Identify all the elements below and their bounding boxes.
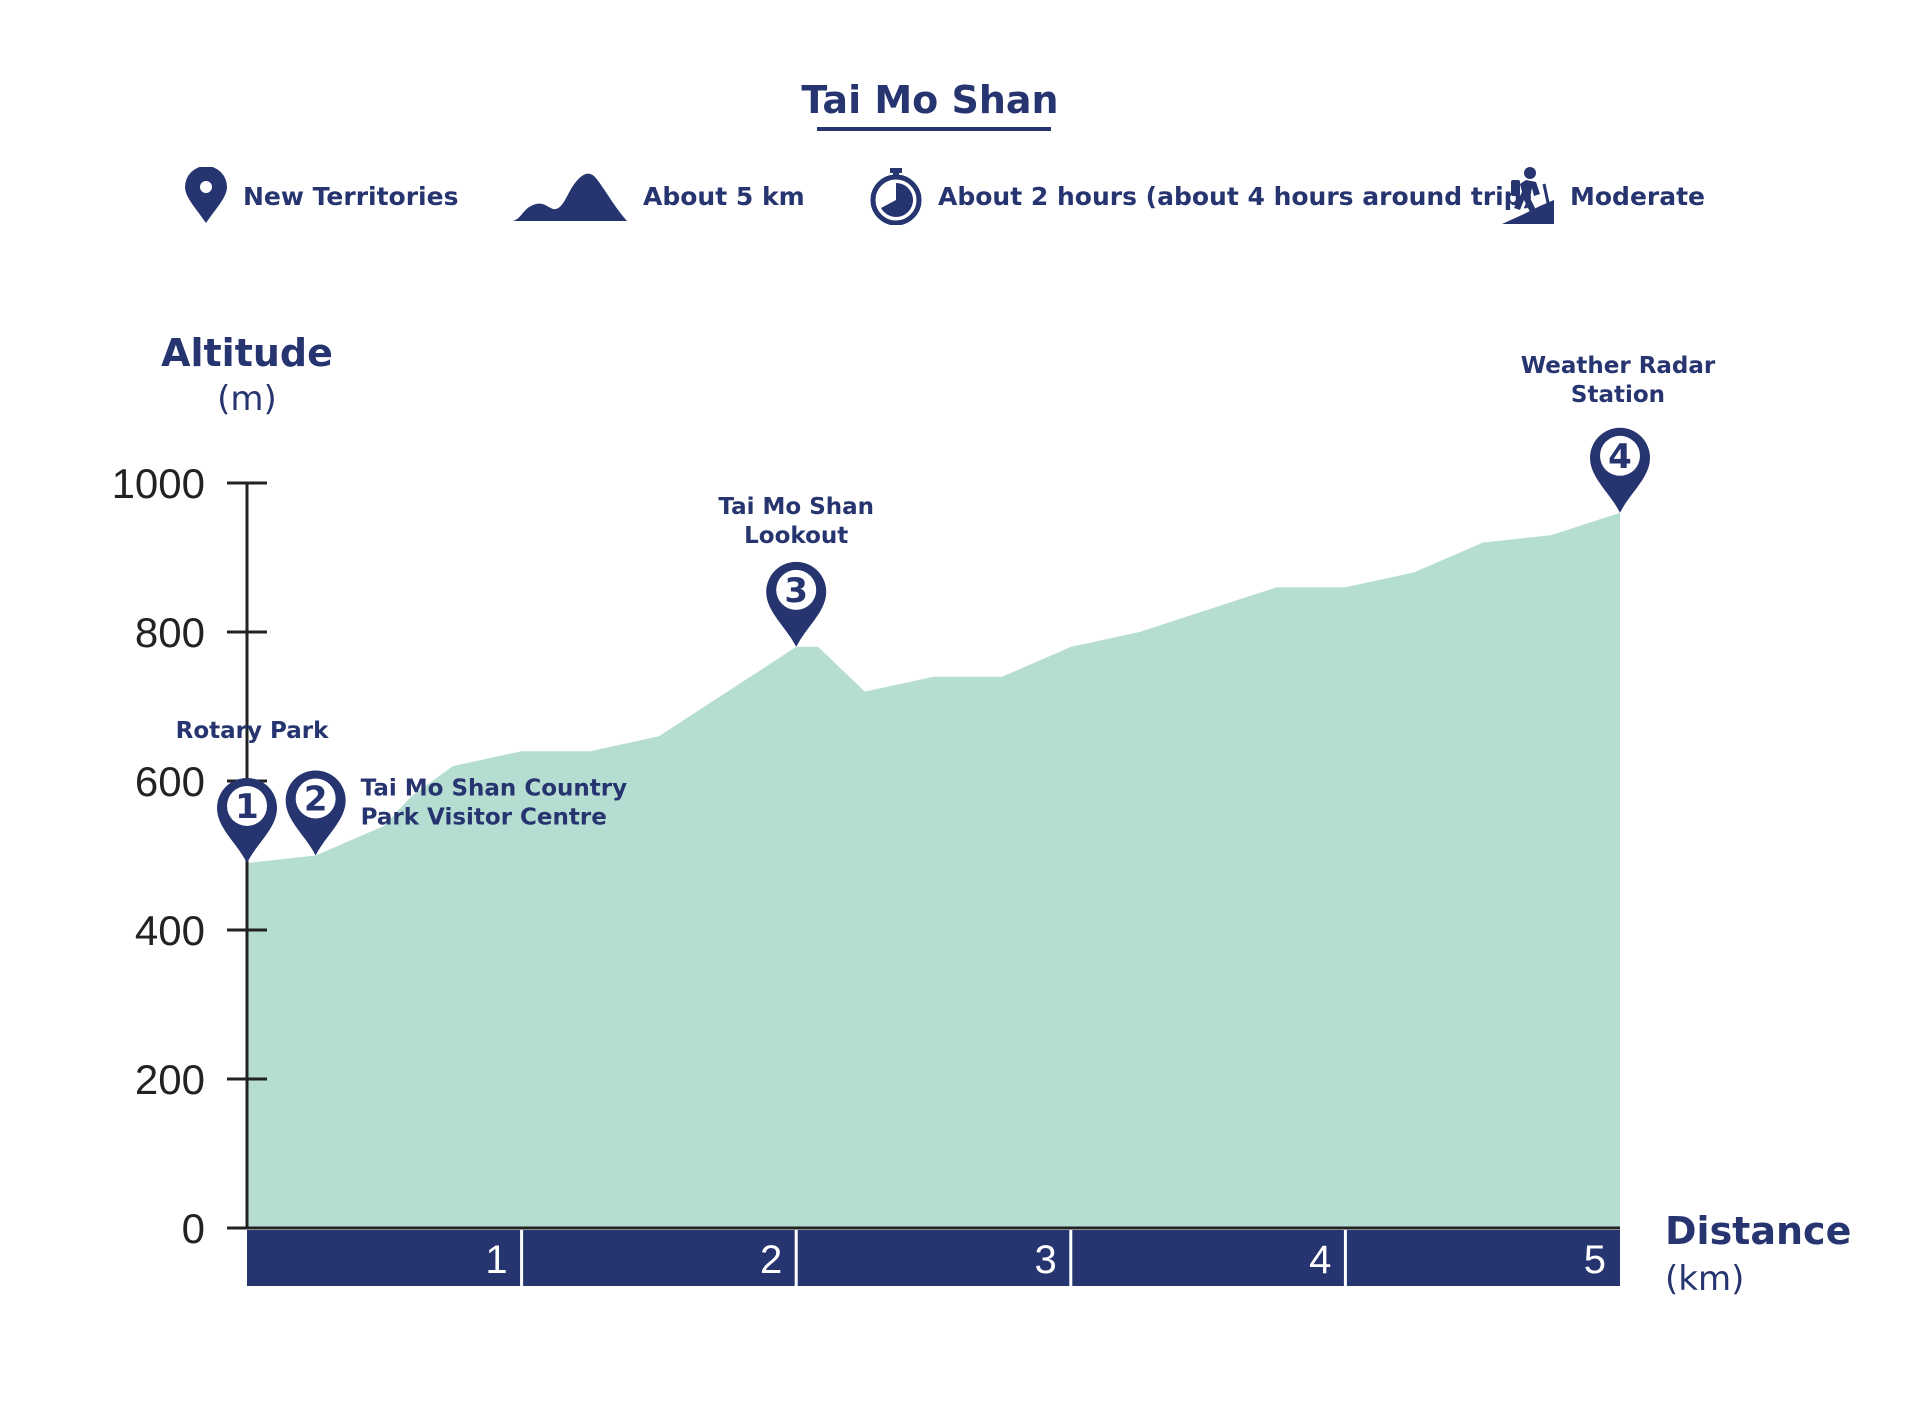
page-title: Tai Mo Shan <box>801 78 1059 122</box>
mountain-icon <box>513 173 627 221</box>
marker-label: Weather Radar <box>1521 353 1716 379</box>
x-tick-label: 5 <box>1584 1238 1606 1282</box>
route-markers: 1 Rotary Park 2 Tai Mo Shan Country Park Vis… <box>176 353 1716 863</box>
x-tick-label: 3 <box>1035 1238 1057 1282</box>
pin-number: 1 <box>235 787 259 827</box>
pin-number-badge <box>1600 435 1640 476</box>
x-axis-band <box>247 1230 1620 1286</box>
info-difficulty: Moderate <box>1500 166 1705 226</box>
x-tick-label: 4 <box>1309 1238 1331 1282</box>
x-tick-label: 2 <box>760 1238 782 1282</box>
marker-label: Rotary Park <box>176 718 329 744</box>
pin-number: 4 <box>1608 437 1632 477</box>
y-tick-label: 600 <box>135 758 205 805</box>
marker-label: Tai Mo Shan Country <box>361 776 627 802</box>
info-duration: About 2 hours (about 4 hours around trip… <box>868 166 1533 226</box>
info-region-label: New Territories <box>243 181 459 211</box>
info-region: New Territories <box>183 166 458 226</box>
elevation-area <box>247 512 1620 1228</box>
x-axis-unit: (km) <box>1665 1259 1744 1299</box>
x-axis-title: Distance <box>1665 1209 1851 1253</box>
y-tick-label: 1000 <box>112 460 205 507</box>
y-axis-title: Altitude <box>161 331 333 375</box>
y-tick-label: 0 <box>182 1205 205 1252</box>
route-marker-2: 2 Tai Mo Shan Country Park Visitor Centre <box>285 770 627 856</box>
hiker-icon <box>1502 167 1554 224</box>
marker-label: Station <box>1571 382 1665 408</box>
y-axis-ticks: 0 200 400 600 800 1000 <box>112 460 267 1252</box>
marker-label: Park Visitor Centre <box>361 805 607 831</box>
info-distance-label: About 5 km <box>643 181 805 211</box>
route-marker-4: 4 Weather Radar Station <box>1521 353 1716 513</box>
pin-number-badge <box>776 569 817 610</box>
route-marker-3: 3 Tai Mo Shan Lookout <box>718 494 874 647</box>
info-distance: About 5 km <box>513 166 805 226</box>
y-tick-label: 400 <box>135 907 205 954</box>
marker-label: Lookout <box>744 523 848 549</box>
pin-number: 2 <box>304 780 328 820</box>
y-tick-label: 200 <box>135 1056 205 1103</box>
x-tick-label: 1 <box>485 1238 507 1282</box>
title-underline <box>817 127 1051 131</box>
info-difficulty-label: Moderate <box>1570 181 1706 211</box>
x-axis-bar: 1 2 3 4 5 <box>247 1230 1620 1286</box>
marker-label: Tai Mo Shan <box>718 494 874 520</box>
route-marker-1: 1 Rotary Park <box>176 718 329 863</box>
pin-number-badge <box>227 785 267 826</box>
y-axis-unit: (m) <box>217 379 277 419</box>
location-pin-icon <box>185 167 227 223</box>
stopwatch-icon <box>870 168 922 225</box>
pin-number-badge <box>295 778 336 819</box>
pin-number: 3 <box>784 571 808 611</box>
y-tick-label: 800 <box>135 609 205 656</box>
info-duration-label: About 2 hours (about 4 hours around trip… <box>938 181 1533 211</box>
